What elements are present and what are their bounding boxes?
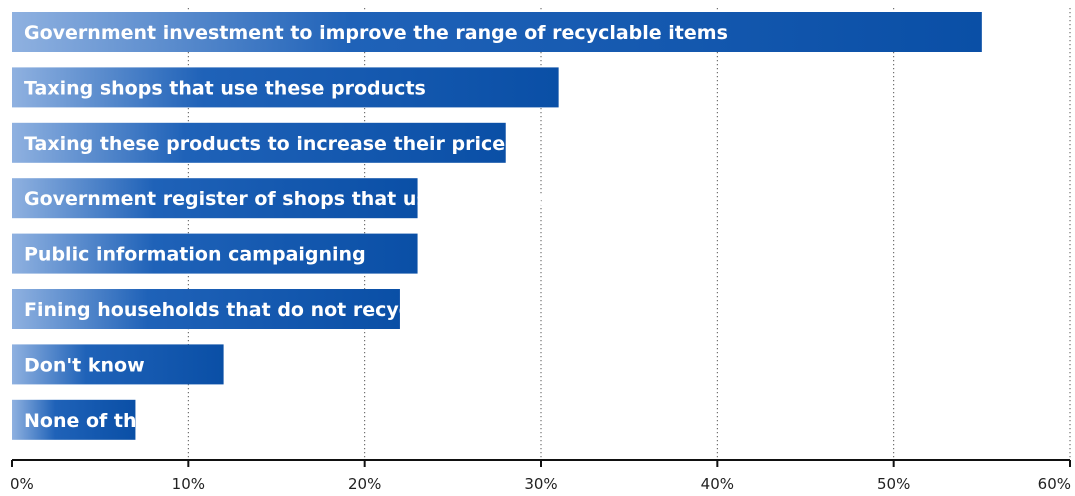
bar-4 <box>12 233 418 274</box>
bar-label-0: Government investment to improve the ran… <box>24 22 728 44</box>
bar-6 <box>12 344 224 385</box>
bar-7 <box>12 399 136 440</box>
bars: Government investment to improve the ran… <box>12 12 982 440</box>
x-tick-label-50: 50% <box>877 475 910 493</box>
bar-label-7: None of these <box>24 410 174 432</box>
bar-0 <box>12 12 982 52</box>
bar-label-2: Taxing these products to increase their … <box>24 133 505 155</box>
gridlines <box>187 8 1071 460</box>
bar-1 <box>12 67 559 108</box>
x-tick-label-20: 20% <box>348 475 381 493</box>
x-tick-label-0: 0% <box>10 475 34 493</box>
bar-label-1: Taxing shops that use these products <box>24 77 426 99</box>
x-tick-label-60: 60% <box>1038 475 1071 493</box>
x-tick-label-40: 40% <box>701 475 734 493</box>
bar-label-4: Public information campaigning <box>24 244 366 266</box>
bar-label-3: Government register of shops that use th… <box>24 188 608 210</box>
bar-label-6: Don't know <box>24 354 145 376</box>
x-tick-label-30: 30% <box>524 475 557 493</box>
x-tick-label-10: 10% <box>172 475 205 493</box>
bar-2 <box>12 122 506 163</box>
bar-label-5: Fining households that do not recycle en… <box>24 299 516 321</box>
x-axis: 0% 10% 20% 30% 40% 50% 60% <box>10 459 1071 493</box>
bar-5 <box>12 289 400 329</box>
bar-3 <box>12 178 418 219</box>
